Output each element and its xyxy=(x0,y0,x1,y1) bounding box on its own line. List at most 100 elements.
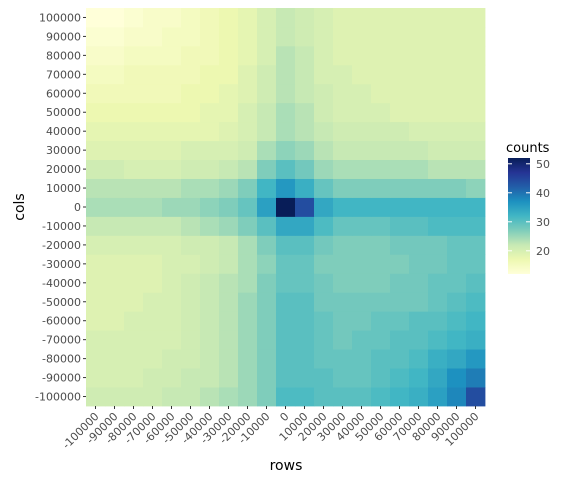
y-tick-label: -50000 xyxy=(42,296,81,309)
heatmap-cell xyxy=(200,8,220,28)
heatmap-cell xyxy=(295,349,315,369)
heatmap-cell xyxy=(428,45,448,66)
heatmap-cell xyxy=(466,216,486,236)
heatmap-cell xyxy=(200,197,220,217)
y-tick-label: 70000 xyxy=(46,68,81,81)
heatmap-cell xyxy=(314,159,334,179)
heatmap-cell xyxy=(466,235,486,255)
heatmap-cell xyxy=(466,8,486,28)
heatmap-cell xyxy=(295,178,315,198)
heatmap-cell xyxy=(276,140,296,161)
heatmap-cell xyxy=(86,83,106,104)
heatmap-cell xyxy=(371,178,391,198)
heatmap-cell xyxy=(200,235,220,255)
heatmap-cell xyxy=(333,140,353,161)
heatmap-cell xyxy=(181,273,201,293)
heatmap-cell xyxy=(162,121,182,142)
heatmap-cell xyxy=(371,121,391,142)
heatmap-cell xyxy=(219,26,239,47)
heatmap-cell xyxy=(371,311,391,331)
heatmap-cell xyxy=(124,216,144,236)
heatmap-cell xyxy=(314,387,334,407)
heatmap-cell xyxy=(333,178,353,198)
heatmap-cell xyxy=(238,216,258,236)
heatmap-cell xyxy=(162,292,182,312)
heatmap-cell xyxy=(428,26,448,47)
heatmap-cell xyxy=(447,311,467,331)
heatmap-cell xyxy=(219,368,239,388)
heatmap-cell xyxy=(295,83,315,104)
heatmap-cell xyxy=(371,273,391,293)
heatmap-cell xyxy=(276,235,296,255)
heatmap-cell xyxy=(428,387,448,407)
heatmap-cell xyxy=(314,83,334,104)
heatmap-cell xyxy=(105,159,125,179)
heatmap-cell xyxy=(447,254,467,274)
heatmap-cell xyxy=(238,254,258,274)
heatmap-cell xyxy=(200,368,220,388)
heatmap-cell xyxy=(352,140,372,161)
heatmap-cell xyxy=(390,159,410,179)
heatmap-cell xyxy=(143,83,163,104)
heatmap-cell xyxy=(200,349,220,369)
heatmap-cell xyxy=(428,368,448,388)
y-tick-label: 40000 xyxy=(46,125,81,138)
heatmap-cell xyxy=(352,311,372,331)
heatmap-cell xyxy=(181,254,201,274)
heatmap-cell xyxy=(105,64,125,85)
heatmap-cell xyxy=(333,273,353,293)
heatmap-cell xyxy=(181,45,201,66)
heatmap-cell xyxy=(143,349,163,369)
heatmap-cell xyxy=(162,387,182,407)
heatmap-cell xyxy=(447,8,467,28)
heatmap-cell xyxy=(409,368,429,388)
heatmap-cell xyxy=(314,235,334,255)
heatmap-cell xyxy=(105,387,125,407)
heatmap-cell xyxy=(295,254,315,274)
heatmap-cell xyxy=(371,83,391,104)
heatmap-cell xyxy=(466,197,486,217)
heatmap-cell xyxy=(219,197,239,217)
heatmap-cell xyxy=(124,178,144,198)
legend-tick-label: 20 xyxy=(536,245,550,258)
heatmap-cell xyxy=(162,330,182,350)
heatmap-cell xyxy=(124,197,144,217)
heatmap-cell xyxy=(295,102,315,123)
heatmap-cell xyxy=(200,387,220,407)
heatmap-cell xyxy=(295,273,315,293)
heatmap-cell xyxy=(105,102,125,123)
heatmap-cell xyxy=(86,140,106,161)
heatmap-cell xyxy=(105,26,125,47)
heatmap-cell xyxy=(333,254,353,274)
legend-ticks: 20 30 40 50 xyxy=(508,158,550,258)
heatmap-cell xyxy=(295,292,315,312)
y-tick-label: 10000 xyxy=(46,182,81,195)
heatmap-cell xyxy=(409,197,429,217)
heatmap-cell xyxy=(181,292,201,312)
heatmap-cell xyxy=(257,83,277,104)
heatmap-cell xyxy=(447,64,467,85)
heatmap-cell xyxy=(124,121,144,142)
heatmap-cell xyxy=(86,178,106,198)
heatmap-cell xyxy=(257,197,277,217)
heatmap-cell xyxy=(162,26,182,47)
heatmap-cell xyxy=(333,45,353,66)
heatmap-cell xyxy=(466,121,486,142)
heatmap-cell xyxy=(238,368,258,388)
heatmap-cell xyxy=(466,273,486,293)
heatmap-cell xyxy=(143,197,163,217)
heatmap-cell xyxy=(143,235,163,255)
heatmap-cell xyxy=(257,64,277,85)
heatmap-cell xyxy=(371,64,391,85)
heatmap-cell xyxy=(219,311,239,331)
heatmap-cell xyxy=(219,235,239,255)
heatmap-cell xyxy=(124,292,144,312)
heatmap-cell xyxy=(314,349,334,369)
heatmap-cell xyxy=(314,368,334,388)
heatmap-cell xyxy=(447,216,467,236)
heatmap-cell xyxy=(390,64,410,85)
heatmap-cell xyxy=(276,102,296,123)
heatmap-cell xyxy=(162,64,182,85)
heatmap-cell xyxy=(162,8,182,28)
y-tick-label: -40000 xyxy=(42,277,81,290)
